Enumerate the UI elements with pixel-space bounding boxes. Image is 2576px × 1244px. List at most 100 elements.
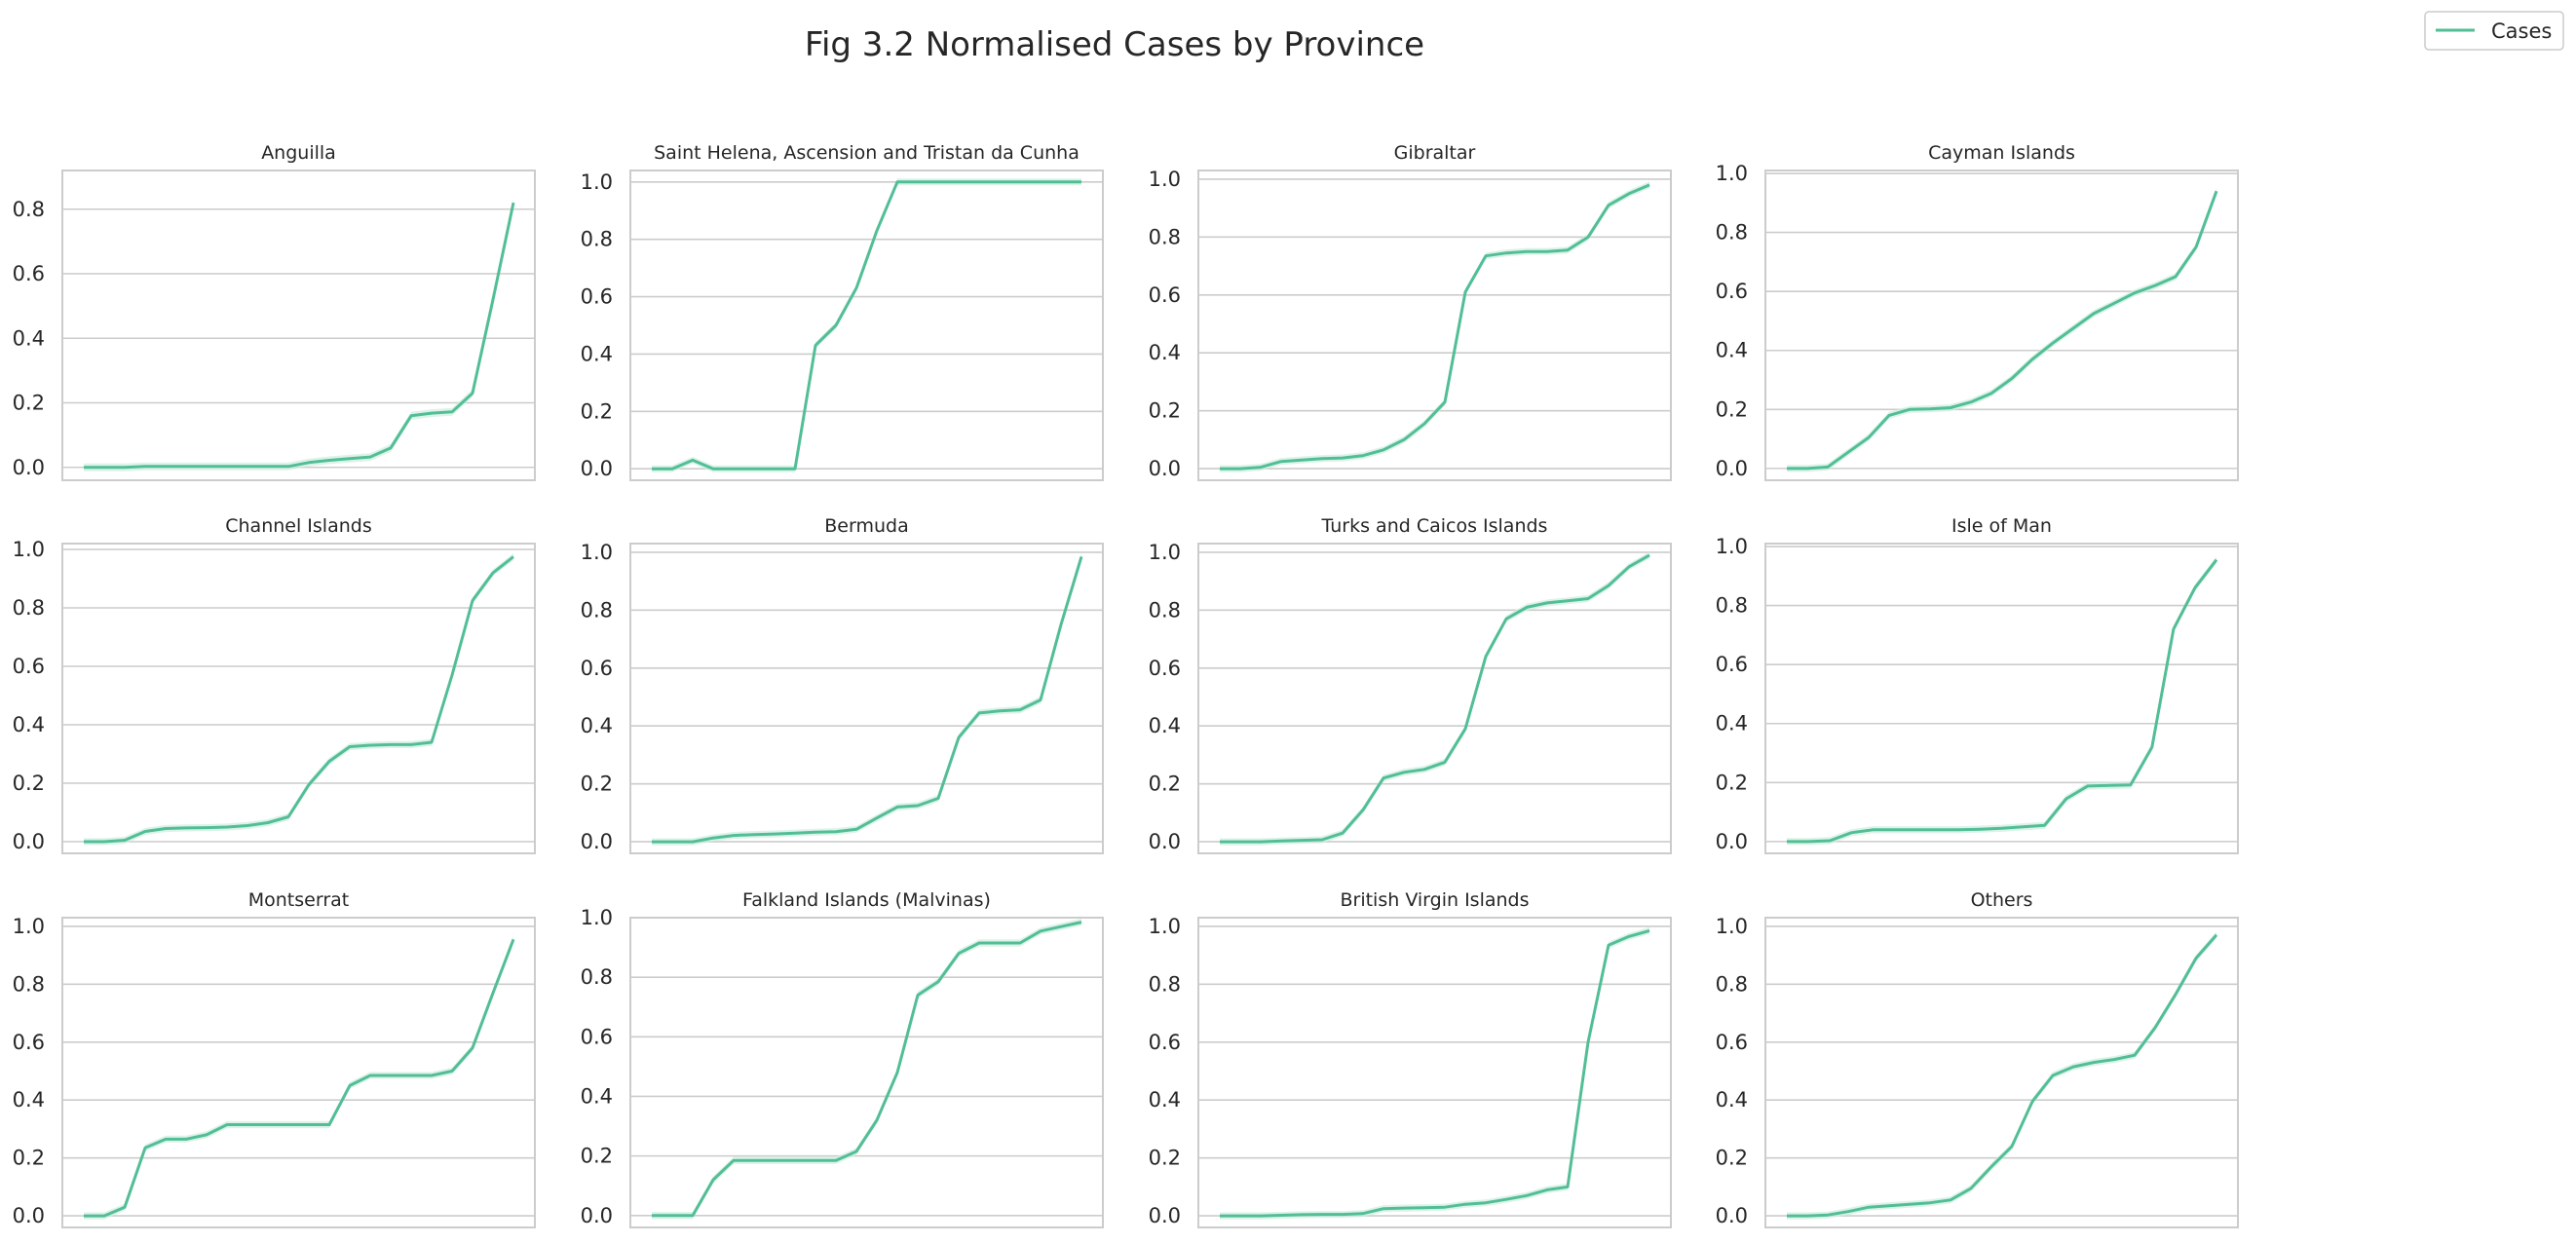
subplot-others: Others 0.0 0.2 0.4 0.6 0.8 1.0 — [1716, 889, 2239, 1228]
y-tick-label: 1.0 — [1716, 162, 1748, 185]
y-tick-label: 0.6 — [1716, 653, 1748, 676]
y-tick-label: 0.2 — [1149, 1147, 1181, 1170]
confidence-band — [1787, 931, 2216, 1220]
y-tick-label: 0.0 — [1149, 457, 1181, 480]
axes-frame — [1197, 543, 1672, 854]
series-line-cases — [1787, 558, 2218, 844]
y-tick-label: 0.6 — [1716, 280, 1748, 303]
axes-frame — [1764, 170, 2239, 481]
series-line-cases — [1787, 190, 2218, 471]
legend-label: Cases — [2491, 19, 2552, 43]
y-tick-label: 0.6 — [581, 657, 613, 680]
y-tick-label: 0.2 — [1149, 399, 1181, 423]
y-tick-label: 0.2 — [1149, 773, 1181, 796]
subplot-title: Gibraltar — [1394, 142, 1476, 164]
y-tick-label: 0.8 — [581, 965, 613, 989]
y-tick-label: 0.4 — [581, 714, 613, 737]
y-tick-label: 0.0 — [1716, 1204, 1748, 1227]
y-tick-label: 0.8 — [581, 598, 613, 622]
subplot-title: Anguilla — [261, 142, 336, 164]
series-line-cases — [1787, 933, 2218, 1218]
y-tick-label: 0.6 — [581, 1025, 613, 1048]
subplot-falkland-islands-malvinas: Falkland Islands (Malvinas) 0.0 0.2 0.4 0.6 0… — [581, 889, 1104, 1228]
y-tick-label: 0.6 — [1149, 657, 1181, 680]
y-tick-label: 1.0 — [1716, 915, 1748, 938]
y-tick-label: 0.2 — [1716, 397, 1748, 421]
y-tick-label: 0.8 — [1716, 594, 1748, 618]
y-tick-label: 0.0 — [13, 830, 45, 853]
y-tick-label: 1.0 — [581, 170, 613, 194]
axes-frame — [1764, 543, 2239, 854]
confidence-band — [652, 552, 1081, 846]
axes-frame — [629, 170, 1104, 481]
y-tick-label: 0.0 — [1149, 830, 1181, 853]
subplot-title: Channel Islands — [225, 515, 371, 537]
y-tick-label: 0.6 — [1149, 283, 1181, 307]
series-line-cases — [652, 180, 1081, 471]
subplot-title: British Virgin Islands — [1340, 889, 1529, 911]
legend-frame — [2424, 11, 2564, 51]
axes-frame — [1197, 170, 1672, 481]
confidence-band — [1787, 187, 2216, 472]
y-tick-label: 1.0 — [1149, 168, 1181, 191]
axes-frame — [61, 170, 536, 481]
series-line-cases — [652, 921, 1082, 1218]
y-tick-label: 0.2 — [1716, 771, 1748, 794]
y-tick-label: 0.2 — [581, 773, 613, 796]
y-tick-label: 0.4 — [1149, 714, 1181, 737]
subplot-gibraltar: Gibraltar 0.0 0.2 0.4 0.6 0.8 1.0 — [1149, 142, 1672, 481]
subplot-montserrat: Montserrat 0.0 0.2 0.4 0.6 0.8 1.0 — [13, 889, 536, 1228]
y-tick-label: 0.2 — [1716, 1147, 1748, 1170]
y-tick-label: 0.8 — [1716, 221, 1748, 245]
subplot-title: Others — [1971, 889, 2033, 911]
series-line-cases — [1220, 183, 1650, 471]
series-line-cases — [84, 938, 515, 1218]
y-tick-label: 0.6 — [13, 655, 45, 678]
series-line-cases — [1220, 928, 1650, 1218]
subplot-title: Isle of Man — [1951, 515, 2052, 537]
subplot-title: Falkland Islands (Malvinas) — [742, 889, 991, 911]
y-tick-label: 0.6 — [1149, 1031, 1181, 1054]
y-tick-label: 0.2 — [13, 772, 45, 795]
series-line-cases — [84, 555, 514, 844]
y-tick-label: 0.6 — [13, 262, 45, 285]
y-tick-label: 1.0 — [1149, 541, 1181, 564]
subplot-turks-and-caicos-islands: Turks and Caicos Islands 0.0 0.2 0.4 0.6 0.8 1… — [1149, 515, 1672, 854]
axes-frame — [61, 543, 536, 854]
y-tick-label: 0.4 — [13, 326, 45, 350]
y-tick-label: 1.0 — [581, 541, 613, 564]
y-tick-label: 0.2 — [581, 399, 613, 423]
y-tick-label: 0.2 — [581, 1145, 613, 1168]
axes-frame — [1764, 917, 2239, 1228]
y-tick-label: 0.8 — [1149, 972, 1181, 996]
y-tick-label: 0.8 — [581, 228, 613, 251]
y-tick-label: 0.0 — [1149, 1204, 1181, 1227]
y-tick-label: 0.0 — [13, 1204, 45, 1227]
y-tick-label: 0.4 — [1716, 339, 1748, 362]
subplot-saint-helena-ascension-and-tristan-da-cunha: Saint Helena, Ascension and Tristan da C… — [581, 142, 1104, 481]
subplot-isle-of-man: Isle of Man 0.0 0.2 0.4 0.6 0.8 1.0 — [1716, 515, 2239, 854]
y-tick-label: 0.8 — [1149, 598, 1181, 622]
confidence-band — [84, 199, 513, 471]
y-tick-label: 0.8 — [1716, 972, 1748, 996]
subplot-title: Cayman Islands — [1928, 142, 2075, 164]
y-tick-label: 0.8 — [13, 972, 45, 996]
y-tick-label: 0.4 — [13, 713, 45, 736]
y-tick-label: 1.0 — [13, 915, 45, 938]
y-tick-label: 0.6 — [13, 1031, 45, 1054]
confidence-band — [1220, 551, 1649, 846]
y-tick-label: 0.0 — [581, 457, 613, 480]
y-tick-label: 0.4 — [1149, 341, 1181, 364]
confidence-band — [1787, 556, 2216, 846]
y-tick-label: 0.6 — [1716, 1031, 1748, 1054]
y-tick-label: 0.2 — [13, 392, 45, 415]
y-tick-label: 0.4 — [1716, 1088, 1748, 1112]
y-tick-label: 0.6 — [581, 285, 613, 309]
subplot-grid: Anguilla 0.0 0.2 0.4 0.6 0.8 Saint Helena, Asc… — [13, 142, 2239, 1228]
legend: Cases — [2424, 11, 2564, 51]
axes-frame — [629, 543, 1104, 854]
y-tick-label: 0.4 — [581, 342, 613, 365]
series-line-cases — [1220, 553, 1650, 844]
y-tick-label: 0.0 — [581, 1204, 613, 1227]
subplot-title: Turks and Caicos Islands — [1321, 515, 1548, 537]
